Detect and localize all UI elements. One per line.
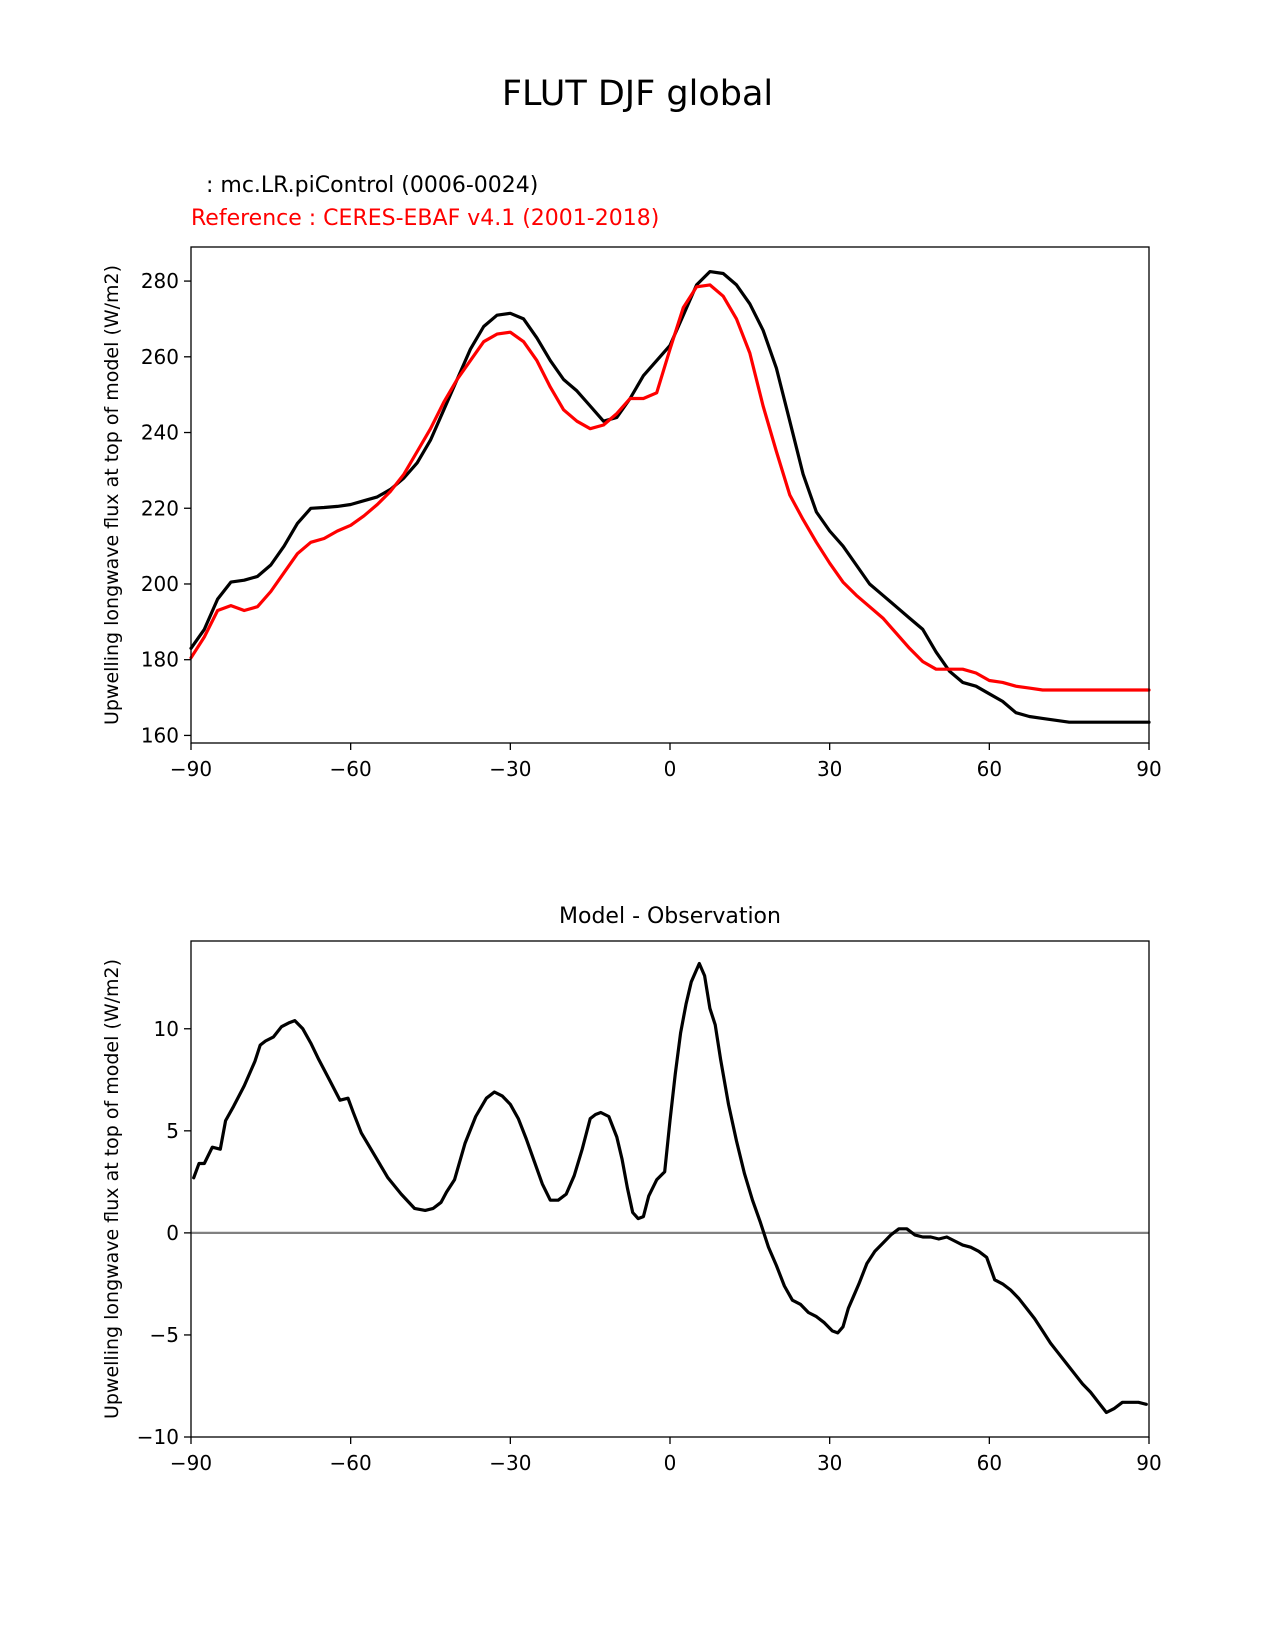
y-tick-label: 240 — [141, 421, 179, 445]
x-tick-label: 0 — [664, 1451, 677, 1475]
difference-panel: −90 −60 −30 0 30 60 90 −10 −5 0 5 10 Upwelling longw… — [101, 940, 1162, 1475]
y-tick-label: 10 — [154, 1017, 179, 1041]
x-tick-label: −60 — [330, 757, 372, 781]
y-tick-label: 200 — [141, 572, 179, 596]
y-tick-label: 5 — [166, 1119, 179, 1143]
y-tick-label: 160 — [141, 723, 179, 747]
x-tick-label: 60 — [977, 757, 1002, 781]
figure-title: FLUT DJF global — [501, 74, 774, 114]
y-tick-label: 0 — [166, 1221, 179, 1245]
y-tick-label: 260 — [141, 345, 179, 369]
axes-frame — [190, 246, 1150, 744]
y-tick-label: 220 — [141, 496, 179, 520]
y-axis-label: Upwelling longwave flux at top of model … — [101, 265, 123, 725]
reference-series-line — [189, 283, 1151, 692]
y-tick-label: −5 — [150, 1323, 179, 1347]
y-axis-label: Upwelling longwave flux at top of model … — [101, 959, 123, 1419]
x-tick-label: −90 — [170, 1451, 212, 1475]
axes-frame — [190, 940, 1150, 1438]
flux-panel: −90 −60 −30 0 30 60 90 160 180 200 220 240 260 280 Upw… — [101, 246, 1162, 781]
x-tick-label: 90 — [1136, 757, 1161, 781]
difference-panel-title: Model - Observation — [559, 904, 781, 929]
model-series-line — [189, 270, 1151, 724]
reference-dataset-label: Reference : CERES-EBAF v4.1 (2001-2018) — [191, 206, 660, 231]
difference-series-line — [192, 961, 1148, 1415]
x-tick-label: −60 — [330, 1451, 372, 1475]
y-tick-label: 180 — [141, 648, 179, 672]
x-tick-label: 0 — [664, 757, 677, 781]
x-tick-label: −30 — [489, 1451, 531, 1475]
x-tick-label: 30 — [817, 1451, 842, 1475]
test-dataset-label: : mc.LR.piControl (0006-0024) — [206, 173, 539, 198]
x-tick-label: 60 — [977, 1451, 1002, 1475]
y-tick-label: 280 — [141, 269, 179, 293]
x-tick-label: −30 — [489, 757, 531, 781]
x-tick-label: −90 — [170, 757, 212, 781]
x-tick-label: 30 — [817, 757, 842, 781]
x-tick-label: 90 — [1136, 1451, 1161, 1475]
y-tick-label: −10 — [137, 1425, 179, 1449]
